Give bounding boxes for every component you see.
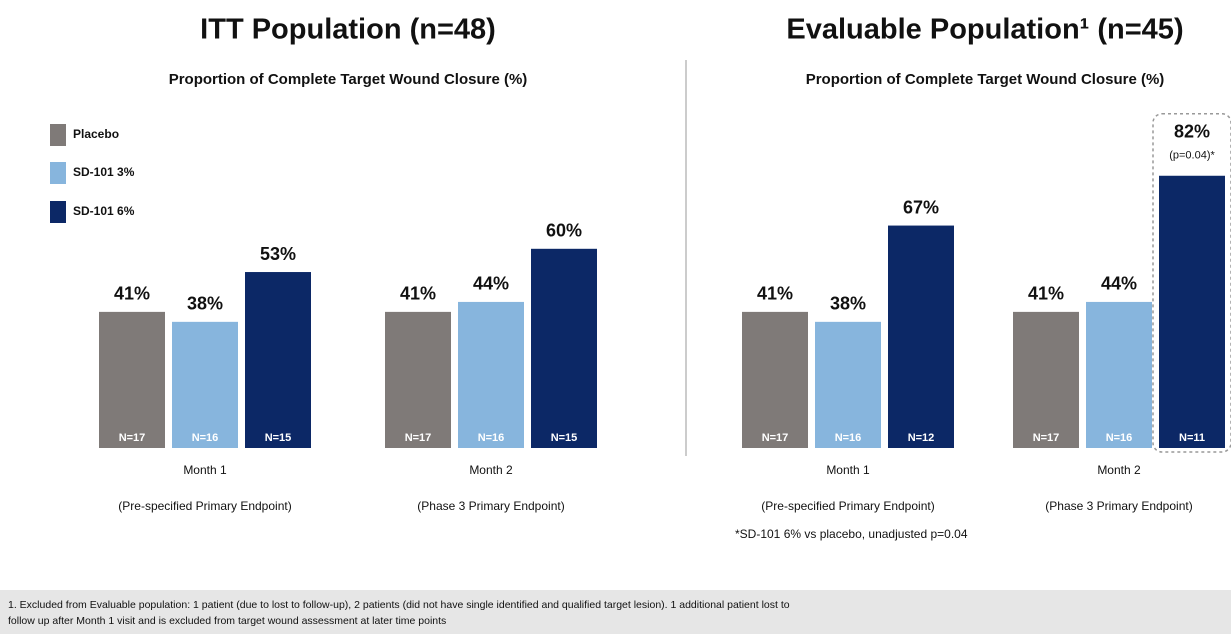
n-label: N=16 [478,432,505,444]
bar [385,311,451,448]
value-label: 38% [830,294,866,314]
value-label: 53% [260,244,296,264]
x-tick-label: Month 2 [469,463,513,477]
value-label: 67% [903,197,939,217]
n-label: N=17 [762,432,789,444]
value-label: 44% [1101,274,1137,294]
category-note: (Phase 3 Primary Endpoint) [417,499,564,513]
n-label: N=16 [192,432,219,444]
chart-subtitle: Proportion of Complete Target Wound Clos… [806,71,1165,88]
legend-swatch [50,124,66,146]
category-note: (Pre-specified Primary Endpoint) [761,499,934,513]
footnote-line: 1. Excluded from Evaluable population: 1… [8,599,790,611]
bar [1086,301,1152,448]
value-label: 41% [400,284,436,304]
value-label: 41% [114,284,150,304]
value-label: 82% [1174,122,1210,142]
n-label: N=16 [1106,432,1133,444]
value-label: 38% [187,294,223,314]
value-note: (p=0.04)* [1169,150,1215,162]
legend-swatch [50,201,66,223]
bar [888,225,954,448]
bar [815,321,881,448]
n-label: N=17 [1033,432,1060,444]
value-label: 41% [757,284,793,304]
legend-label: Placebo [73,127,119,141]
n-label: N=16 [835,432,862,444]
n-label: N=12 [908,432,935,444]
chart-title: Evaluable Population¹ (n=45) [786,14,1183,46]
n-label: N=17 [119,432,146,444]
n-label: N=17 [405,432,432,444]
bar [99,311,165,448]
chart-title: ITT Population (n=48) [200,14,496,46]
legend-label: SD-101 3% [73,165,135,179]
value-label: 44% [473,274,509,294]
bar [458,301,524,448]
bar [742,311,808,448]
highlight-box [1152,113,1231,453]
x-tick-label: Month 1 [826,463,870,477]
legend-label: SD-101 6% [73,204,135,218]
bar [1159,175,1225,448]
footnote-line: follow up after Month 1 visit and is exc… [8,615,446,627]
x-tick-label: Month 2 [1097,463,1141,477]
n-label: N=15 [265,432,292,444]
value-label: 41% [1028,284,1064,304]
legend-swatch [50,162,66,184]
footnote-box [0,590,1231,634]
bar [531,248,597,448]
chart-subtitle: Proportion of Complete Target Wound Clos… [169,71,528,88]
x-tick-label: Month 1 [183,463,227,477]
n-label: N=15 [551,432,578,444]
bar [1013,311,1079,448]
n-label: N=11 [1179,432,1205,444]
bar [172,321,238,448]
bar [245,272,311,448]
category-note: (Phase 3 Primary Endpoint) [1045,499,1192,513]
annotation: *SD-101 6% vs placebo, unadjusted p=0.04 [735,527,968,541]
value-label: 60% [546,221,582,241]
category-note: (Pre-specified Primary Endpoint) [118,499,291,513]
